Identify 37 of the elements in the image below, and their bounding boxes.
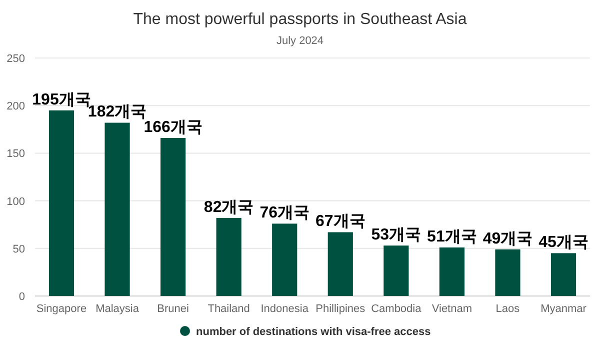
data-label: 67개국 (315, 213, 366, 230)
y-tick-label: 200 (6, 100, 25, 113)
data-label: 76개국 (260, 204, 310, 222)
chart-subtitle: July 2024 (276, 35, 324, 47)
y-tick-label: 50 (12, 243, 25, 256)
data-label: 82개국 (204, 198, 254, 216)
bar (384, 246, 409, 296)
x-tick-label: Laos (496, 303, 520, 315)
y-tick-label: 250 (6, 53, 25, 65)
bar (550, 253, 576, 296)
data-label: 45개국 (538, 234, 588, 252)
data-label: 49개국 (482, 230, 533, 248)
chart-title: The most powerful passports in Southeast Asia (133, 11, 467, 28)
bar (328, 232, 353, 296)
bar (272, 224, 298, 296)
x-tick-label: Phillipines (316, 303, 366, 315)
bar (48, 110, 74, 296)
x-tick-label: Malaysia (96, 303, 140, 315)
x-tick-label: Myanmar (540, 303, 587, 315)
legend-label: number of destinations with visa-free access (196, 326, 431, 338)
x-tick-label: Brunei (157, 303, 189, 315)
y-tick-label: 150 (6, 148, 25, 160)
bar (160, 138, 186, 296)
y-tick-label: 100 (6, 196, 25, 208)
bar (439, 247, 464, 296)
x-tick-label: Thailand (208, 303, 250, 315)
bar (216, 218, 242, 296)
bar (104, 122, 130, 296)
data-label: 166개국 (144, 118, 202, 136)
data-label: 51개국 (427, 228, 477, 246)
bar (495, 249, 520, 296)
x-tick-label: Cambodia (371, 303, 422, 315)
x-tick-label: Indonesia (260, 303, 310, 315)
x-tick-label: Vietnam (432, 303, 472, 315)
data-label: 53개국 (371, 226, 422, 244)
y-tick-label: 0 (18, 291, 25, 303)
x-tick-label: Singapore (36, 303, 87, 315)
